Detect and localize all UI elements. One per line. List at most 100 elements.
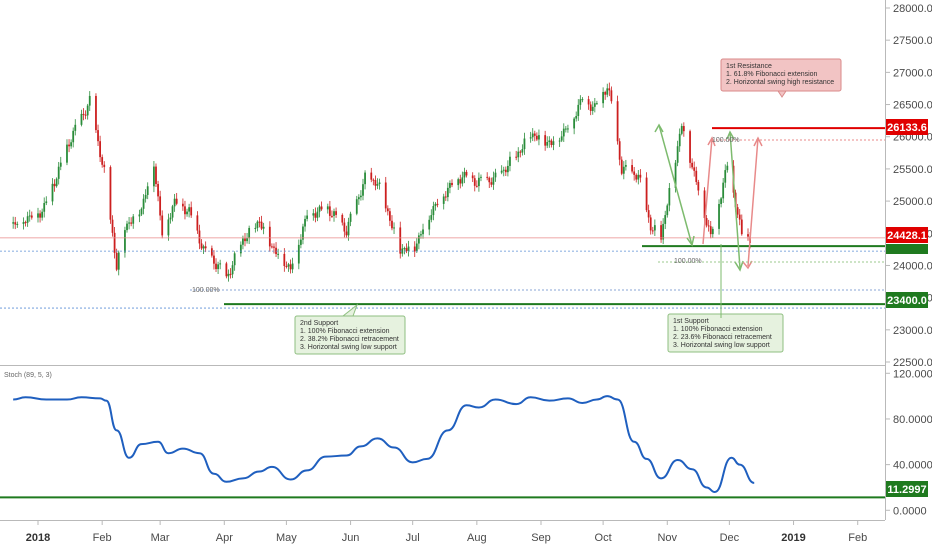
candle-body [430,215,433,220]
time-tick-label: 2018 [26,532,50,544]
candle-body [115,252,118,270]
candle-body [558,140,561,142]
stoch-tick-label: 0.0000 [893,505,927,517]
candle-body [26,216,29,223]
support1-note[interactable]: 1st Support 1. 100% Fibonacci extension … [667,313,784,353]
candle-body [41,211,44,218]
candle-body [399,227,402,254]
candle-body [43,203,46,212]
candle-body [297,244,300,264]
candle-body [345,231,348,236]
candle-body [262,226,265,229]
candle-body [616,101,619,142]
stoch-tick-label: 80.0000 [893,414,932,426]
price-tick-label: 25000.0 [893,196,932,208]
candle-body [575,115,578,119]
candle-body [126,223,128,231]
candle-body [285,266,288,268]
green-leg-1 [658,124,693,246]
stoch-series [13,395,755,494]
candle-body [84,114,87,116]
candle-body [413,246,416,252]
candle-body [202,246,205,249]
resistance-note[interactable]: 1st Resistance 1. 61.8% Fibonacci extens… [720,58,842,98]
candle-body [16,223,19,225]
support1-note-line1: 1. 100% Fibonacci extension [673,326,763,333]
support2-note-line1: 1. 100% Fibonacci extension [300,328,390,335]
candle-body [53,183,56,187]
price-tick-label: 23000.0 [893,325,932,337]
time-tick-label: Oct [595,532,612,544]
red-leg-2 [747,137,759,267]
candle-body [70,142,73,147]
candle-body [490,182,493,185]
support2-note[interactable]: 2nd Support 1. 100% Fibonacci extension … [294,303,406,355]
time-tick-label: Sep [531,532,551,544]
candle-body [277,253,280,255]
candle-body [579,99,582,105]
candle-body [620,159,623,174]
candle-body [463,171,466,178]
candle-body [12,222,15,224]
time-tick-label: Feb [848,532,867,544]
time-tick-label: Dec [720,532,740,544]
candle-body [111,219,114,233]
candle-body [173,198,176,207]
candle-body [736,207,739,215]
candle-body [370,172,373,180]
candle-body [682,126,685,132]
candle-body [14,222,17,225]
candle-body [473,178,476,186]
fib-top-label: 100.00% [712,137,740,144]
candle-body [86,105,89,116]
green-leg-1-top [654,123,664,133]
candle-body [51,183,54,202]
candle-body [444,196,447,198]
time-tick-label: Mar [151,532,170,544]
candle-body [531,133,534,138]
support1-note-title: 1st Support [673,318,709,325]
stoch-axis: 120.0000 80.0000 40.0000 0.0000 [885,368,932,517]
candle-body [109,167,112,220]
candle-body [24,222,27,224]
candle-body [157,183,159,197]
support-line-tag [886,244,928,254]
candle-body [475,185,478,187]
candle-body [233,253,236,266]
candle-body [560,136,563,141]
candle-body [386,208,389,212]
candle-body [128,222,130,224]
fib-left-label: 100.00% [192,287,220,294]
candle-body [502,169,505,171]
price-axis: 28000.027500.027000.026500.026000.025500… [885,3,932,369]
candle-body [314,213,317,218]
candle-body [389,211,391,221]
candle-body [639,174,642,178]
candle-body [318,206,321,212]
support2-note-line2: 2. 38.2% Fibonacci retracement [300,336,399,343]
candle-body [254,227,257,229]
candle-body [631,165,633,172]
candle-body [347,221,350,236]
candle-body [478,177,480,187]
candle-body [573,118,576,129]
support1-note-line3: 3. Horizontal swing low support [673,342,770,349]
candle-body [548,140,551,143]
candle-body [676,146,679,163]
candle-body [227,273,230,277]
candle-body [459,179,462,184]
candle-body [494,172,497,178]
candle-body [461,177,464,184]
candle-body [378,182,381,184]
candle-body [722,182,725,199]
resistance-note-pointer [777,90,787,98]
candle-body [349,213,352,222]
candle-body [691,162,694,168]
candle-body [343,222,346,232]
candle-body [635,174,638,180]
candle-body [697,181,700,191]
candle-body [707,225,710,227]
candle-body [57,166,60,179]
candle-body [695,170,698,182]
